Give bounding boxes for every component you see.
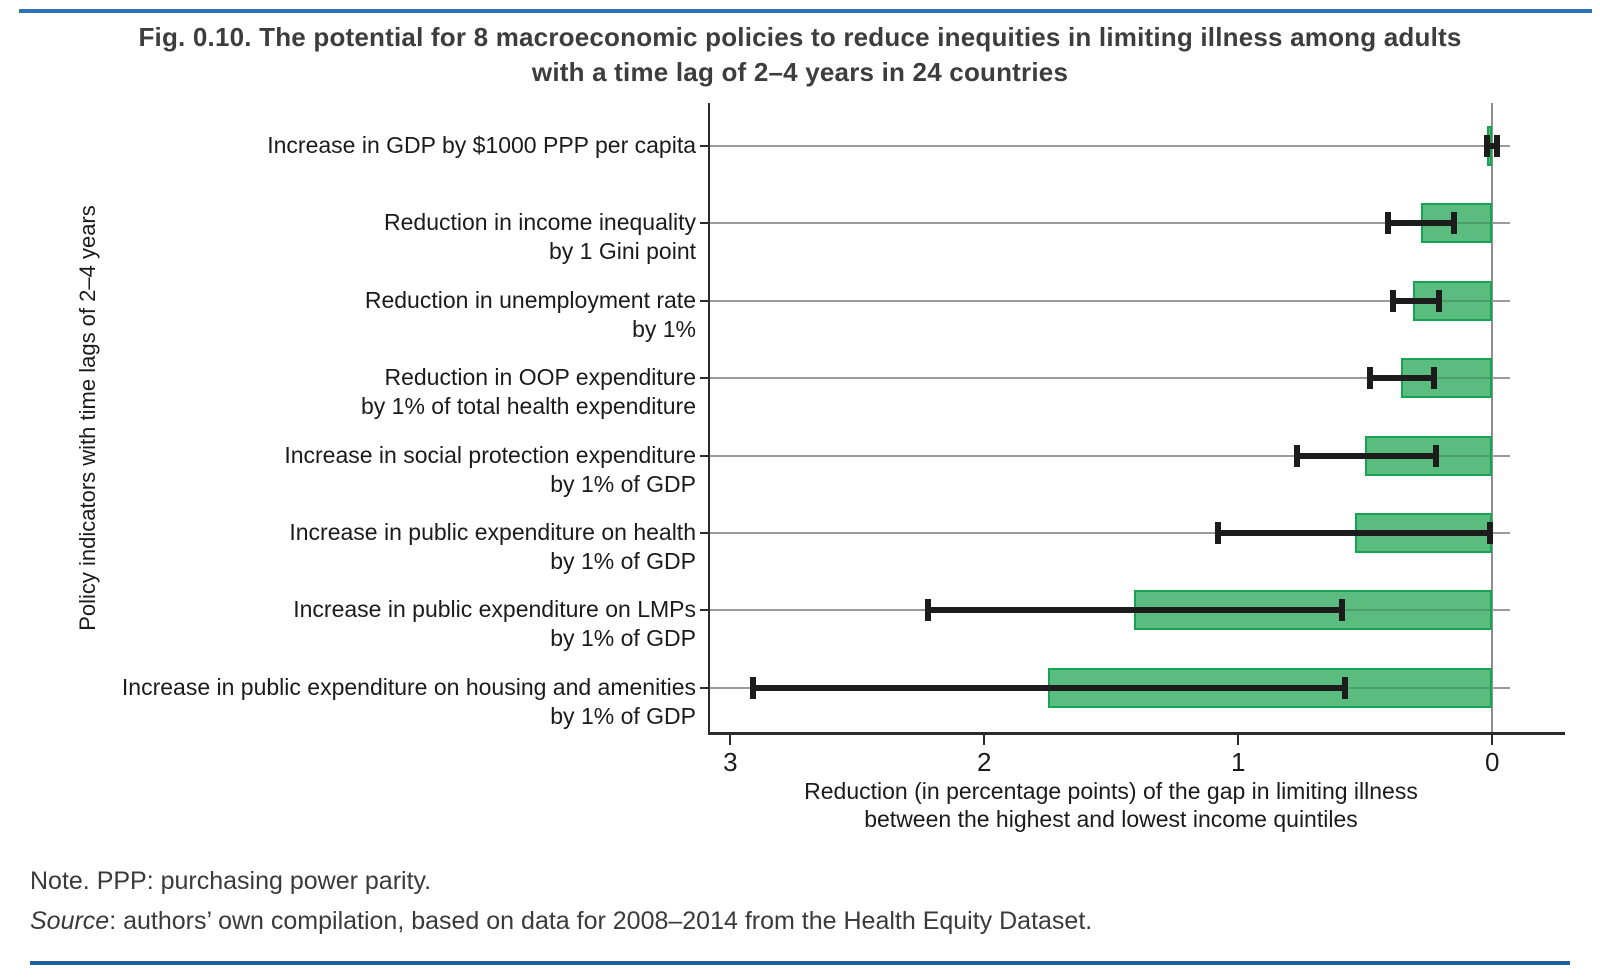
bottom-rule [30,961,1570,965]
x-tick-label: 1 [1231,747,1246,777]
category-label-line: by 1% of GDP [550,470,696,497]
category-gridline [710,377,1510,380]
error-bar-cap-left [1293,444,1300,467]
category-tick [700,377,710,380]
note-text: Note. PPP: purchasing power parity. [30,867,432,895]
category-tick [700,299,710,302]
error-bar [1296,452,1437,459]
bar-chart: Policy indicators with time lags of 2–4 … [10,103,1565,833]
category-gridline [710,222,1510,225]
category-label: Increase in public expenditure on housin… [10,673,696,731]
top-rule [19,9,1592,13]
category-label-line: Reduction in unemployment rate [364,286,696,313]
x-tick [1491,735,1494,745]
bar-inner-gridline [1415,299,1491,302]
error-bar-cap-left [1390,289,1397,312]
error-bar-cap-left [925,599,932,622]
error-bar-cap-right [1339,599,1346,622]
source-text: Source: authors’ own compilation, based … [30,906,1570,936]
error-bar-cap-right [1433,444,1440,467]
source-body: : authors’ own compilation, based on dat… [109,907,1093,935]
error-bar [1393,297,1439,304]
error-bar [1388,220,1455,227]
error-bar-cap-right [1451,212,1458,235]
source-label: Source [30,907,110,935]
category-tick [700,145,710,147]
error-bar [928,607,1343,614]
category-label: Increase in social protection expenditur… [10,441,696,499]
category-label-line: by 1% [632,315,696,342]
category-label-line: Increase in public expenditure on LMPs [293,596,696,623]
figure-title: Fig. 0.10. The potential for 8 macroecon… [0,20,1600,90]
x-tick [729,735,732,745]
figure-title-line1: Fig. 0.10. The potential for 8 macroecon… [138,22,1462,52]
error-bar-cap-right [1430,367,1437,390]
x-axis-line [708,732,1565,735]
y-axis-line [708,103,710,735]
category-label-line: Reduction in OOP expenditure [384,364,696,391]
category-tick [700,532,710,534]
error-bar-cap-left [1214,522,1221,544]
category-gridline [710,532,1510,534]
x-tick [1237,735,1240,745]
category-label: Reduction in income inequality by 1 Gini … [10,208,696,266]
category-label-line: Increase in public expenditure on health [289,519,696,545]
category-label-line: Increase in social protection expenditur… [284,441,696,468]
category-label-line: Increase in GDP by $1000 PPP per capita [267,132,696,158]
category-tick [700,222,710,225]
figure-title-line2: with a time lag of 2–4 years in 24 count… [531,57,1069,87]
category-gridline [710,299,1510,302]
category-label-line: by 1% of GDP [550,548,696,574]
bar-inner-gridline [1402,377,1491,380]
x-tick-label: 3 [723,747,738,777]
policy-bar [1413,280,1493,321]
x-axis-title-line2: between the highest and lowest income qu… [864,806,1358,832]
error-bar-cap-left [1385,212,1392,235]
x-tick [983,735,986,745]
x-axis-title-line1: Reduction (in percentage points) of the … [804,778,1418,804]
error-bar [753,684,1345,691]
x-tick-label: 0 [1484,747,1500,777]
x-axis-title: Reduction (in percentage points) of the … [711,777,1511,833]
category-label: Increase in public expenditure on health… [10,518,696,576]
category-label: Increase in GDP by $1000 PPP per capita [10,131,696,160]
error-bar-cap-left [1484,135,1491,157]
error-bar [1487,143,1498,149]
error-bar-cap-left [1367,367,1374,390]
category-tick [700,609,710,612]
x-tick-label: 2 [977,747,992,777]
error-bar-cap-left [750,676,757,699]
category-gridline [710,145,1510,147]
error-bar-cap-right [1486,522,1493,544]
category-label-line: Reduction in income inequality [384,209,696,236]
category-gridline [710,454,1510,457]
category-label-line: Increase in public expenditure on housin… [121,673,696,700]
error-bar-cap-right [1435,289,1442,312]
zero-line [1491,103,1494,732]
category-label-line: by 1% of GDP [550,702,696,729]
category-label-line: by 1% of total health expenditure [360,393,696,420]
category-tick [700,454,710,457]
error-bar [1217,530,1490,536]
category-label-line: by 1% of GDP [550,625,696,652]
error-bar [1370,375,1434,382]
category-label-line: by 1 Gini point [548,238,696,265]
category-label: Reduction in unemployment rate by 1% [10,286,696,344]
category-label: Increase in public expenditure on LMPs by… [10,595,696,653]
category-tick [700,686,710,689]
category-label: Reduction in OOP expenditure by 1% of tot… [10,363,696,421]
error-bar-cap-right [1341,676,1348,699]
error-bar-cap-right [1494,135,1501,157]
